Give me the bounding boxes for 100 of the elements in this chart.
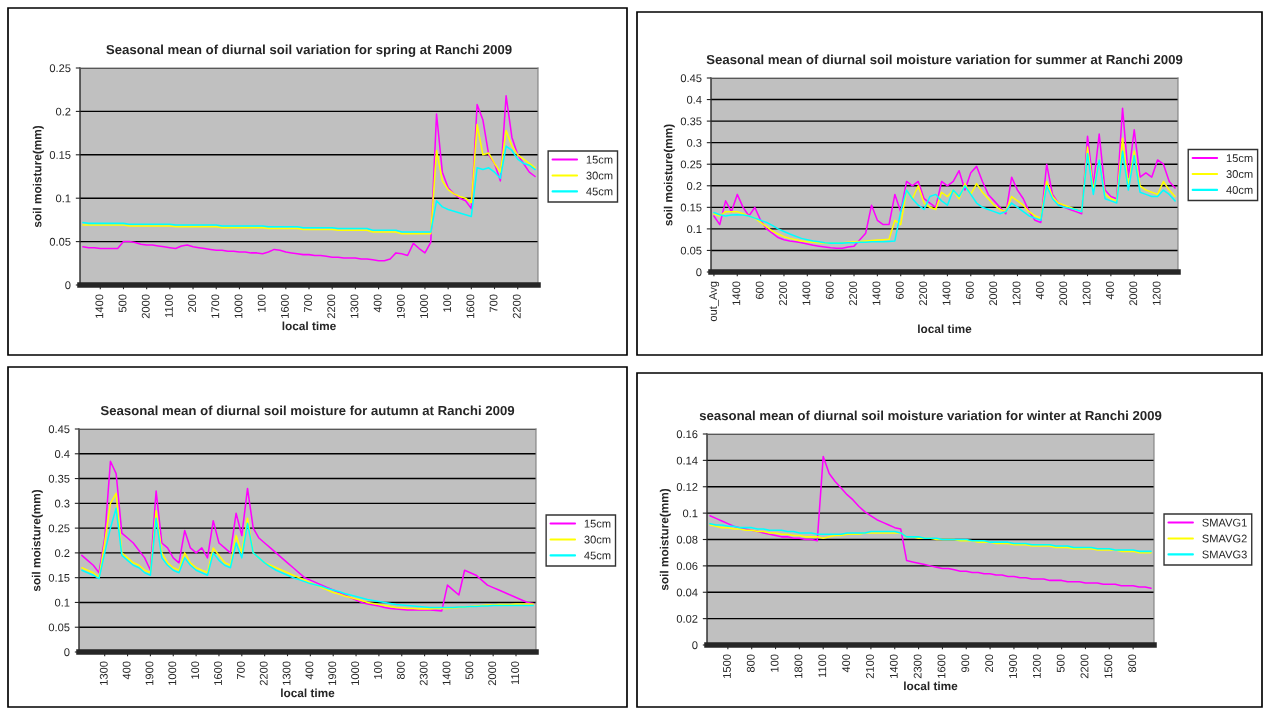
y-axis-title: soil moisture(mm) <box>31 489 43 592</box>
y-axis-title: soil moisture(mm) <box>659 488 671 591</box>
line-series <box>82 145 536 233</box>
y-tick-label: 0.2 <box>686 182 702 190</box>
x-tick-label: 1900 <box>328 661 337 685</box>
legend-label: 30cm <box>586 171 613 180</box>
x-tick-label: 2000 <box>1129 281 1138 306</box>
x-tick-label: 1400 <box>732 281 741 305</box>
y-tick-label: 0.25 <box>49 64 71 73</box>
x-tick-label: 1900 <box>145 661 154 685</box>
y-tick-label: 0.2 <box>55 107 71 116</box>
y-tick-label: 0.4 <box>54 450 70 458</box>
x-tick-label: 2200 <box>1080 654 1089 679</box>
x-tick-label: 500 <box>465 661 474 680</box>
x-tick-label: 600 <box>965 281 974 299</box>
y-tick-label: 0.02 <box>676 614 698 623</box>
x-tick-label: 1400 <box>942 281 951 305</box>
x-tick-label: 1100 <box>164 294 173 318</box>
line-series <box>82 123 536 235</box>
legend-label: 40cm <box>1226 186 1253 194</box>
x-tick-label: 500 <box>118 294 127 313</box>
x-tick-label: 400 <box>1105 281 1114 300</box>
x-tick-label: 400 <box>373 294 382 313</box>
x-tick-label: 1400 <box>872 281 881 305</box>
x-tick-label: 700 <box>236 661 245 679</box>
x-tick-label: 2000 <box>1059 281 1068 306</box>
line-series <box>713 107 1176 250</box>
x-tick-label: 1600 <box>280 294 289 318</box>
y-tick-label: 0.15 <box>49 151 71 159</box>
x-tick-label: 2300 <box>419 661 428 686</box>
x-tick-label: 900 <box>961 654 970 673</box>
x-tick-label: 1100 <box>818 654 827 678</box>
y-tick-label: 0.12 <box>676 483 698 491</box>
line-series <box>709 455 1152 590</box>
legend-label: 30cm <box>1226 170 1253 178</box>
x-tick-label: 1300 <box>350 294 359 318</box>
legend-label: 15cm <box>584 519 611 528</box>
chart-title: Seasonal mean of diurnal soil variation for spring at Ranchi 2009 <box>106 44 512 57</box>
y-tick-label: 0.1 <box>55 194 71 203</box>
x-tick-label: 2000 <box>989 281 998 306</box>
x-tick-label: 2200 <box>259 661 268 686</box>
x-axis-title: local time <box>282 321 336 331</box>
x-tick-label: 800 <box>746 654 755 673</box>
legend-label: 45cm <box>586 187 613 196</box>
x-tick-label: 1400 <box>442 661 451 685</box>
x-tick-label: 1500 <box>1104 654 1113 678</box>
legend-label: SMAVG3 <box>1202 550 1247 559</box>
line-series <box>82 95 536 262</box>
y-tick-label: 0.15 <box>680 203 702 212</box>
x-tick-label: 1300 <box>99 661 108 685</box>
chart-title: Seasonal mean of diurnal soil moisture variation for summer at Ranchi 2009 <box>706 54 1183 65</box>
y-tick-label: 0.16 <box>676 430 698 439</box>
x-axis-title: local time <box>281 688 335 698</box>
x-tick-label: 600 <box>895 281 904 299</box>
line-series <box>81 460 534 612</box>
x-tick-label: 1400 <box>802 281 811 305</box>
x-tick-label: 500 <box>1056 654 1065 673</box>
x-tick-label: 600 <box>825 281 834 299</box>
legend-label: SMAVG1 <box>1202 518 1247 527</box>
x-tick-label: 400 <box>122 661 131 680</box>
x-tick-label: 1100 <box>511 661 519 685</box>
y-tick-label: 0.1 <box>686 225 702 234</box>
x-tick-label: 2200 <box>779 281 787 306</box>
x-tick-label: 1700 <box>211 294 220 318</box>
x-tick-label: 1300 <box>282 661 291 685</box>
x-tick-label: 2200 <box>327 294 336 319</box>
legend-label: 15cm <box>1226 154 1253 163</box>
chart-title: seasonal mean of diurnal soil moisture variation for winter at Ranchi 2009 <box>699 410 1162 421</box>
x-axis-title: local time <box>904 681 958 691</box>
y-tick-label: 0.1 <box>682 509 698 518</box>
y-tick-label: 0.3 <box>686 138 702 147</box>
y-tick-label: 0.06 <box>676 562 698 571</box>
x-tick-label: 1400 <box>889 654 898 678</box>
x-tick-label: 1200 <box>1012 281 1021 305</box>
x-tick-label: 2000 <box>488 661 497 686</box>
x-tick-label: 1200 <box>1082 281 1091 305</box>
y-tick-label: 0.35 <box>680 117 702 126</box>
x-tick-label: 1000 <box>420 294 428 318</box>
x-tick-label: 400 <box>305 661 314 680</box>
x-tick-label: 100 <box>257 294 266 312</box>
x-tick-label: 1000 <box>168 661 177 685</box>
x-tick-label: 1200 <box>1032 654 1041 678</box>
x-axis-title: local time <box>918 324 972 334</box>
y-tick-label: 0 <box>692 641 698 650</box>
x-tick-label: 1400 <box>95 294 104 318</box>
x-tick-label: 400 <box>1035 281 1044 300</box>
x-tick-label: 1900 <box>396 294 405 318</box>
legend-label: 30cm <box>584 535 611 544</box>
legend-label: SMAVG2 <box>1202 534 1247 543</box>
x-tick-label: 1600 <box>466 294 475 318</box>
x-tick-label: 800 <box>396 661 405 680</box>
x-tick-label: 600 <box>755 281 764 299</box>
x-tick-label: 1600 <box>214 661 222 685</box>
y-tick-label: 0.05 <box>680 246 702 255</box>
x-tick-label: 1900 <box>1009 654 1017 678</box>
x-tick-label: 2200 <box>512 294 521 319</box>
x-tick-label: 1500 <box>722 654 731 678</box>
x-tick-label: 2000 <box>141 294 150 319</box>
x-tick-label: 1600 <box>937 654 946 678</box>
x-tick-label: 1000 <box>351 661 360 685</box>
